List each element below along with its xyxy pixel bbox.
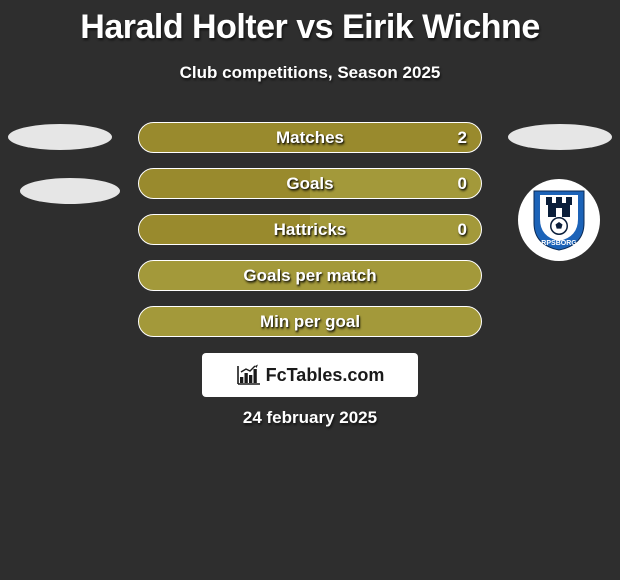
right-player-oval-1 <box>508 124 612 150</box>
bar-min-per-goal: Min per goal <box>138 306 482 337</box>
left-player-oval-2 <box>20 178 120 204</box>
bar-label: Hattricks <box>274 220 347 240</box>
page-title: Harald Holter vs Eirik Wichne <box>0 0 620 47</box>
bar-value: 2 <box>458 128 467 148</box>
bar-label: Min per goal <box>260 312 360 332</box>
bar-goals-per-match: Goals per match <box>138 260 482 291</box>
bar-value: 0 <box>458 220 467 240</box>
logo-box: FcTables.com <box>202 353 418 397</box>
left-player-oval-1 <box>8 124 112 150</box>
date-text: 24 february 2025 <box>0 408 620 428</box>
bar-value: 0 <box>458 174 467 194</box>
subtitle: Club competitions, Season 2025 <box>0 63 620 83</box>
bar-matches: Matches 2 <box>138 122 482 153</box>
bar-label: Goals per match <box>243 266 376 286</box>
bar-chart-icon <box>236 364 262 386</box>
bar-hattricks: Hattricks 0 <box>138 214 482 245</box>
right-club-badge: RPSBORG <box>518 179 600 261</box>
bar-label: Goals <box>286 174 333 194</box>
stat-bars: Matches 2 Goals 0 Hattricks 0 Goals per … <box>138 122 482 337</box>
logo-text: FcTables.com <box>266 365 385 386</box>
fctables-logo: FcTables.com <box>236 364 385 386</box>
bar-label: Matches <box>276 128 344 148</box>
bar-goals: Goals 0 <box>138 168 482 199</box>
badge-text: RPSBORG <box>541 240 577 247</box>
shield-icon: RPSBORG <box>532 189 586 251</box>
